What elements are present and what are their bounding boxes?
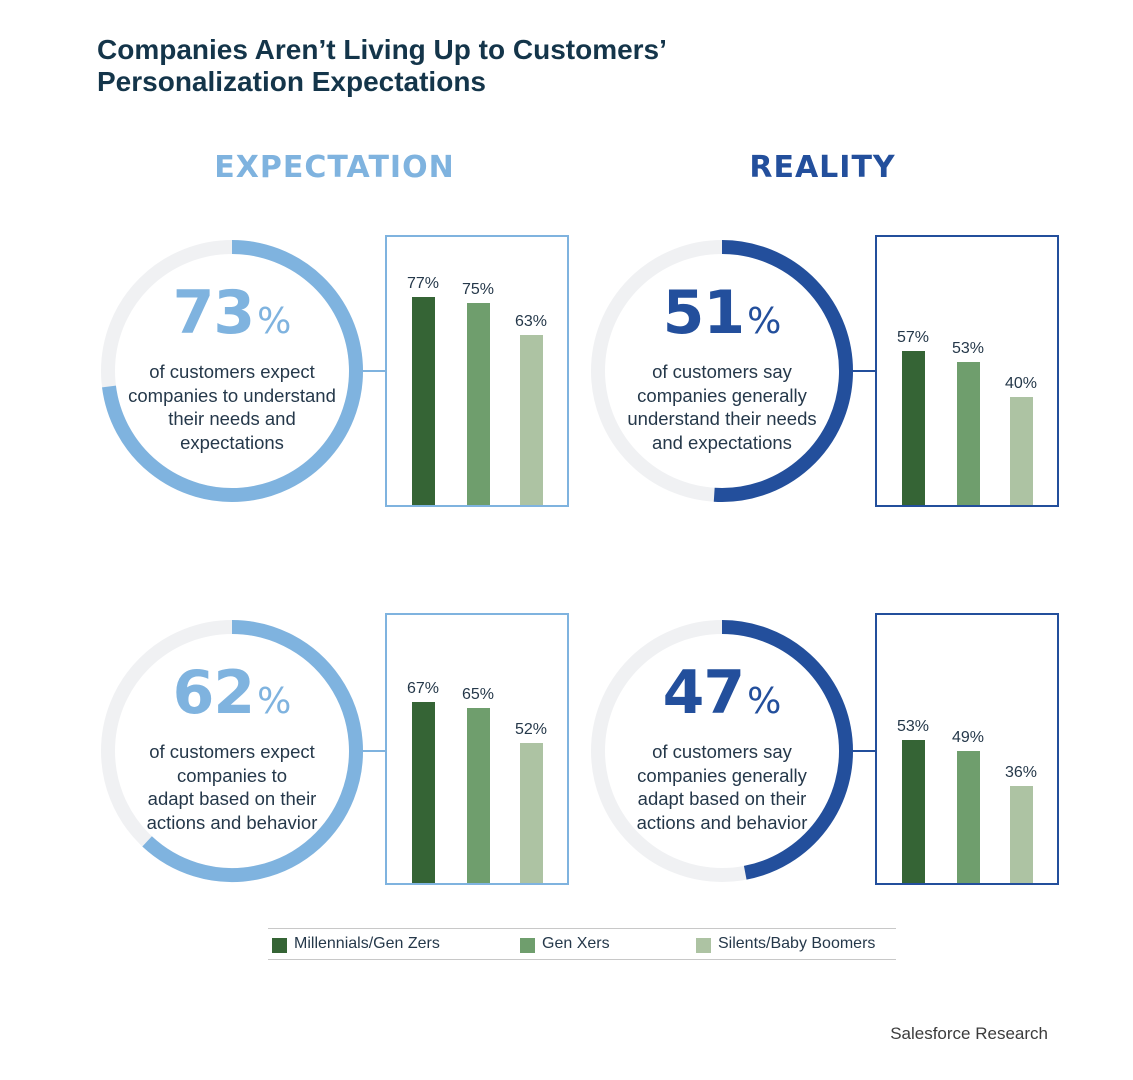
description-line: understand their needs <box>627 408 817 429</box>
description-line: actions and behavior <box>636 811 808 833</box>
description-line: expectations <box>180 431 284 453</box>
legend-label-genx: Gen Xers <box>542 935 610 952</box>
big-percentage: 62% <box>97 658 367 728</box>
bar-chart-box-1: 77% 75% 63% <box>385 235 569 507</box>
bar-genx <box>467 707 490 883</box>
source-credit: Salesforce Research <box>890 1024 1048 1043</box>
big-percentage-number: 62 <box>172 658 255 728</box>
bar-value-label: 67% <box>406 680 440 698</box>
description-line: of customers expect <box>149 741 315 762</box>
title-line-1: Companies Aren’t Living Up to Customers’ <box>97 34 667 65</box>
legend-label-millennials: Millennials/Gen Zers <box>294 935 440 952</box>
bar-chart-box-3: 67% 65% 52% <box>385 613 569 885</box>
bar-millennials <box>902 739 925 883</box>
description-line: adapt based on their <box>147 788 317 809</box>
description-line: adapt based on their <box>637 788 807 809</box>
description-line: and expectations <box>652 431 792 453</box>
big-percentage-sign: % <box>257 301 292 342</box>
page-title: Companies Aren’t Living Up to Customers’… <box>97 34 797 98</box>
expectation-heading: EXPECTATION <box>214 150 455 185</box>
bar-chart-box-2: 57% 53% 40% <box>875 235 1059 507</box>
title-line-2: Personalization Expectations <box>97 66 486 97</box>
big-percentage-number: 73 <box>172 278 255 348</box>
bar-value-label: 49% <box>951 728 985 746</box>
legend-swatch-boomers <box>696 938 711 953</box>
bar-value-label: 40% <box>1004 375 1038 392</box>
bar-boomers <box>520 742 543 883</box>
ring-arc-47-percent <box>721 620 853 880</box>
bar-value-label: 65% <box>461 685 495 703</box>
description-line: companies generally <box>637 764 807 786</box>
bar-value-label: 75% <box>461 280 495 298</box>
description-line: of customers say <box>652 361 792 382</box>
big-percentage-sign: % <box>747 301 782 342</box>
description-line: their needs and <box>168 408 296 429</box>
bar-boomers <box>520 334 543 505</box>
connector-line <box>845 750 875 752</box>
bar-genx <box>957 750 980 883</box>
ring-description: of customers say companies generally under… <box>602 360 842 454</box>
bar-value-label: 63% <box>514 312 548 330</box>
ring-description: of customers expect companies to understa… <box>112 360 352 454</box>
ring-arc-73-percent <box>102 240 363 502</box>
bar-boomers <box>1010 397 1033 505</box>
description-line: actions and behavior <box>146 811 318 833</box>
legend-label-boomers: Silents/Baby Boomers <box>718 935 876 952</box>
bar-genx <box>957 361 980 505</box>
ring-arc-62-percent <box>142 620 363 882</box>
connector-line <box>355 750 385 752</box>
ring-arc-51-percent <box>713 240 853 502</box>
connector-line <box>845 370 875 372</box>
bar-chart-box-4: 53% 49% 36% <box>875 613 1059 885</box>
bar-value-label: 52% <box>514 720 548 738</box>
big-percentage-sign: % <box>257 681 292 722</box>
bar-genx <box>467 302 490 505</box>
bar-value-label: 53% <box>951 339 985 357</box>
bar-boomers <box>1010 785 1033 883</box>
legend: Millennials/Gen Zers Gen Xers Silents/Ba… <box>268 928 896 960</box>
legend-swatch-millennials <box>272 938 287 953</box>
legend-swatch-genx <box>520 938 535 953</box>
connector-line <box>355 370 385 372</box>
big-percentage: 51% <box>587 278 857 348</box>
description-line: of customers expect <box>149 361 315 382</box>
bar-value-label: 36% <box>1004 763 1038 781</box>
bar-value-label: 53% <box>896 717 930 735</box>
description-line: companies generally <box>637 384 807 406</box>
big-percentage-sign: % <box>747 681 782 722</box>
bar-value-label: 57% <box>896 329 930 347</box>
big-percentage-number: 47 <box>662 658 745 728</box>
description-line: of customers say <box>652 741 792 762</box>
reality-heading: REALITY <box>749 150 896 185</box>
description-line: companies to <box>176 764 288 786</box>
big-percentage-number: 51 <box>662 278 745 348</box>
ring-description: of customers say companies generally adapt… <box>602 740 842 834</box>
description-line: companies to understand <box>128 384 336 406</box>
bar-millennials <box>412 702 435 883</box>
big-percentage: 47% <box>587 658 857 728</box>
bar-millennials <box>902 351 925 505</box>
bar-millennials <box>412 297 435 505</box>
big-percentage: 73% <box>97 278 367 348</box>
ring-description: of customers expect companies to adapt bas… <box>112 740 352 834</box>
bar-value-label: 77% <box>406 275 440 293</box>
